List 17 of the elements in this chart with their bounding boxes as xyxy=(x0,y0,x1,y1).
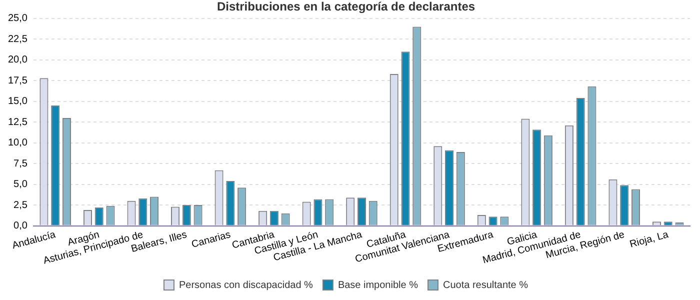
legend-label: Cuota resultante % xyxy=(442,280,528,291)
legend-label: Base imponible % xyxy=(338,280,418,291)
y-tick-label: 7,5 xyxy=(14,158,28,170)
y-tick-label: 2,5 xyxy=(14,200,28,211)
x-tick-label: Canarias xyxy=(190,230,232,251)
y-tick-label: 12,5 xyxy=(8,116,28,128)
chart-title: Distribuciones en la categoría de declarantes xyxy=(216,0,476,14)
y-tick-label: 20,0 xyxy=(8,54,28,66)
y-tick-label: 25,0 xyxy=(8,13,28,24)
y-tick-label: 22,5 xyxy=(8,34,28,45)
y-tick-label: 17,5 xyxy=(8,75,28,86)
y-tick-label: 5,0 xyxy=(14,179,28,190)
y-tick-label: 15,0 xyxy=(8,96,28,108)
legend-label: Personas con discapacidad % xyxy=(178,280,314,291)
y-tick-label: 0,0 xyxy=(14,220,28,232)
y-tick-label: 10,0 xyxy=(8,138,28,149)
x-tick-label: Rioja, La xyxy=(628,229,670,250)
